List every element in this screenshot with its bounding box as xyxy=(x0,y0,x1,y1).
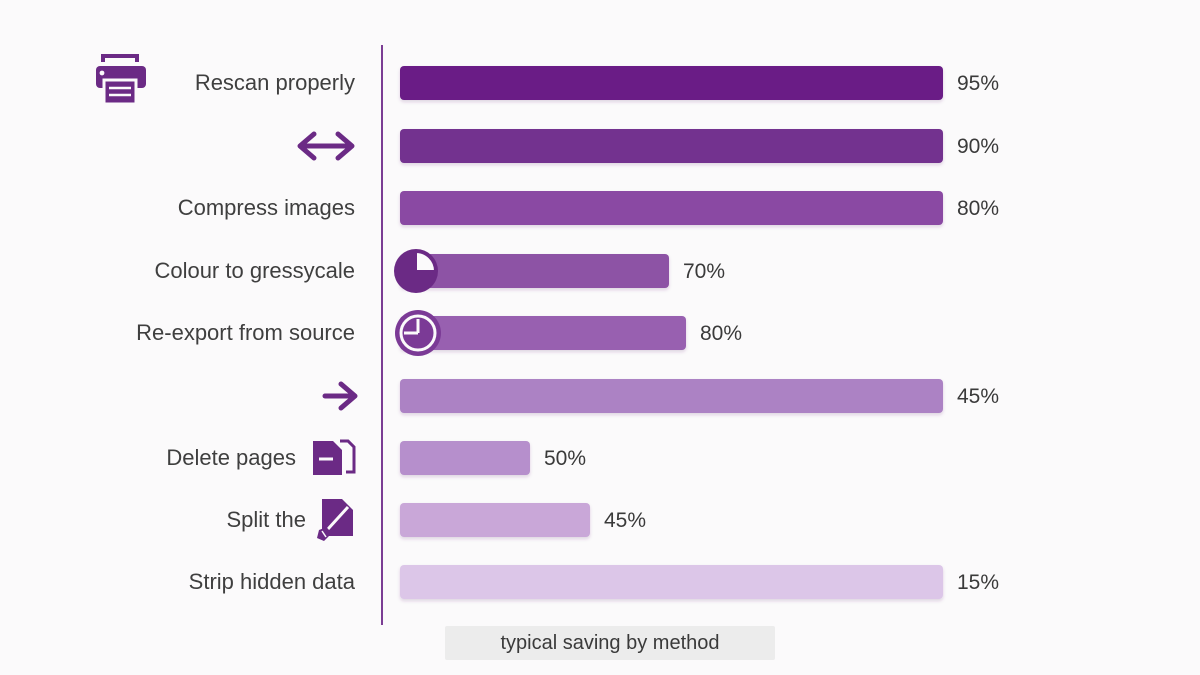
bar-4 xyxy=(400,254,669,288)
brush-icon xyxy=(317,499,353,541)
category-label-7: Delete pages xyxy=(166,445,296,470)
pie-icon xyxy=(395,310,441,356)
value-label-2: 90% xyxy=(957,135,999,158)
bar-9 xyxy=(400,565,943,599)
value-label-7: 50% xyxy=(544,447,586,470)
value-label-3: 80% xyxy=(957,197,999,220)
category-label-8: Split the xyxy=(227,507,307,532)
bar-8 xyxy=(400,503,590,537)
category-label-1: Rescan properly xyxy=(195,70,355,95)
delete-page-icon xyxy=(313,439,356,475)
category-label-3: Compress images xyxy=(178,195,355,220)
bar-2 xyxy=(400,129,943,163)
icons-layer xyxy=(96,54,441,541)
bar-7 xyxy=(400,441,530,475)
double-arrow-icon xyxy=(297,131,355,161)
value-label-6: 45% xyxy=(957,385,999,408)
value-label-9: 15% xyxy=(957,571,999,594)
bars-layer xyxy=(400,66,943,599)
bar-3 xyxy=(400,191,943,225)
bar-1 xyxy=(400,66,943,100)
value-label-1: 95% xyxy=(957,72,999,95)
bar-5 xyxy=(400,316,686,350)
pie-icon xyxy=(394,249,438,293)
value-label-5: 80% xyxy=(700,322,742,345)
category-label-9: Strip hidden data xyxy=(189,569,356,594)
labels-layer: 95% Rescan properly 90% 80% Compress images 7… xyxy=(136,70,999,594)
value-label-4: 70% xyxy=(683,260,725,283)
value-label-8: 45% xyxy=(604,509,646,532)
category-label-5: Re-export from source xyxy=(136,320,355,345)
category-label-4: Colour to gressycale xyxy=(154,258,355,283)
printer-icon xyxy=(96,54,146,106)
bar-6 xyxy=(400,379,943,413)
arrow-right-icon xyxy=(322,381,358,411)
chart-caption: typical saving by method xyxy=(445,626,775,660)
